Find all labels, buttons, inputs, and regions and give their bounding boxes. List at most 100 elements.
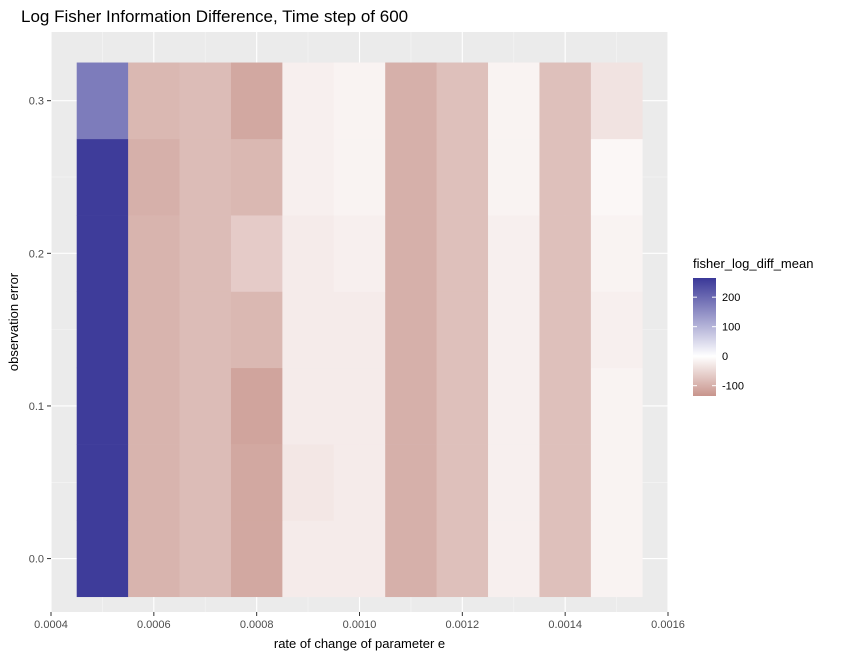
heatmap-cell [385,367,437,445]
heatmap-cell [333,138,386,216]
heatmap-cell [230,62,283,140]
x-tick-label: 0.0008 [240,619,274,631]
heatmap-cell [282,444,335,521]
heatmap-cell [230,291,283,369]
heatmap-cell [128,215,180,292]
legend-ticks: 200 100 0 -100 [693,292,744,393]
y-tick-label: 0.0 [29,554,44,566]
legend-title: fisher_log_diff_mean [693,256,813,271]
heatmap-cell [590,215,643,292]
heatmap-cell [488,215,540,292]
heatmap-cell [179,367,232,445]
heatmap-cell [385,138,437,216]
heatmap-cell [282,62,335,140]
heatmap-cell [76,291,129,369]
heatmap-cell [282,291,335,369]
heatmap-cell [179,62,232,140]
heatmap-cell [539,367,592,445]
heatmap-cell [436,367,489,445]
heatmap-cell [539,138,592,216]
heatmap-cell [590,367,643,445]
heatmap-cell [590,138,643,216]
heatmap-cell [488,138,540,216]
heatmap-cell [128,444,180,521]
heatmap-cell [385,215,437,292]
heatmap-cell [128,520,180,598]
heatmap-cell [76,444,129,521]
x-axis-ticks: 0.0004 0.0006 0.0008 0.0010 0.0012 0.0014 0.00… [34,612,685,631]
heatmap-cell [76,215,129,292]
heatmap-cell [282,215,335,292]
legend-colorbar [693,278,716,396]
heatmap-cell [590,520,643,598]
heatmap-cells [76,62,643,598]
x-tick-label: 0.0006 [137,619,171,631]
heatmap-cell [436,520,489,598]
x-tick-label: 0.0004 [34,619,68,631]
heatmap-cell [128,62,180,140]
heatmap-cell [539,444,592,521]
heatmap-cell [333,215,386,292]
x-axis-title: rate of change of parameter e [274,636,445,651]
heatmap-cell [230,444,283,521]
heatmap-cell [76,367,129,445]
heatmap-cell [333,62,386,140]
heatmap-cell [333,520,386,598]
heatmap-cell [76,138,129,216]
heatmap-cell [128,291,180,369]
heatmap-cell [282,520,335,598]
chart-title: Log Fisher Information Difference, Time … [21,7,408,26]
heatmap-cell [128,138,180,216]
heatmap-cell [76,520,129,598]
heatmap-cell [230,138,283,216]
heatmap-cell [488,520,540,598]
heatmap-cell [128,367,180,445]
heatmap-cell [590,444,643,521]
heatmap-cell [436,62,489,140]
x-tick-label: 0.0016 [651,619,685,631]
heatmap-cell [436,138,489,216]
heatmap-cell [179,291,232,369]
legend: fisher_log_diff_mean 200 100 0 -100 [693,256,813,396]
heatmap-cell [590,291,643,369]
y-tick-label: 0.3 [29,96,44,108]
legend-tick-label: -100 [722,381,744,393]
heatmap-cell [488,367,540,445]
heatmap-cell [539,291,592,369]
y-tick-label: 0.1 [29,401,44,413]
heatmap-cell [333,291,386,369]
legend-tick-label: 200 [722,292,740,304]
heatmap-cell [230,215,283,292]
heatmap-cell [282,138,335,216]
heatmap-cell [436,215,489,292]
heatmap-cell [179,444,232,521]
heatmap-cell [539,215,592,292]
heatmap-cell [230,367,283,445]
legend-tick-label: 100 [722,322,740,334]
x-tick-label: 0.0012 [446,619,480,631]
legend-tick-label: 0 [722,351,728,363]
heatmap-cell [488,444,540,521]
heatmap-cell [230,520,283,598]
heatmap-cell [179,215,232,292]
heatmap-cell [488,291,540,369]
heatmap-cell [333,444,386,521]
heatmap-cell [385,444,437,521]
heatmap-cell [539,62,592,140]
heatmap-cell [333,367,386,445]
heatmap-cell [590,62,643,140]
heatmap-cell [385,62,437,140]
heatmap-cell [539,520,592,598]
heatmap-cell [436,444,489,521]
heatmap-cell [385,520,437,598]
heatmap-cell [385,291,437,369]
x-tick-label: 0.0010 [343,619,377,631]
heatmap-cell [282,367,335,445]
heatmap-cell [179,138,232,216]
y-axis-ticks: 0.0 0.1 0.2 0.3 [29,96,51,566]
x-tick-label: 0.0014 [548,619,582,631]
heatmap-cell [179,520,232,598]
heatmap-cell [76,62,129,140]
heatmap-cell [436,291,489,369]
